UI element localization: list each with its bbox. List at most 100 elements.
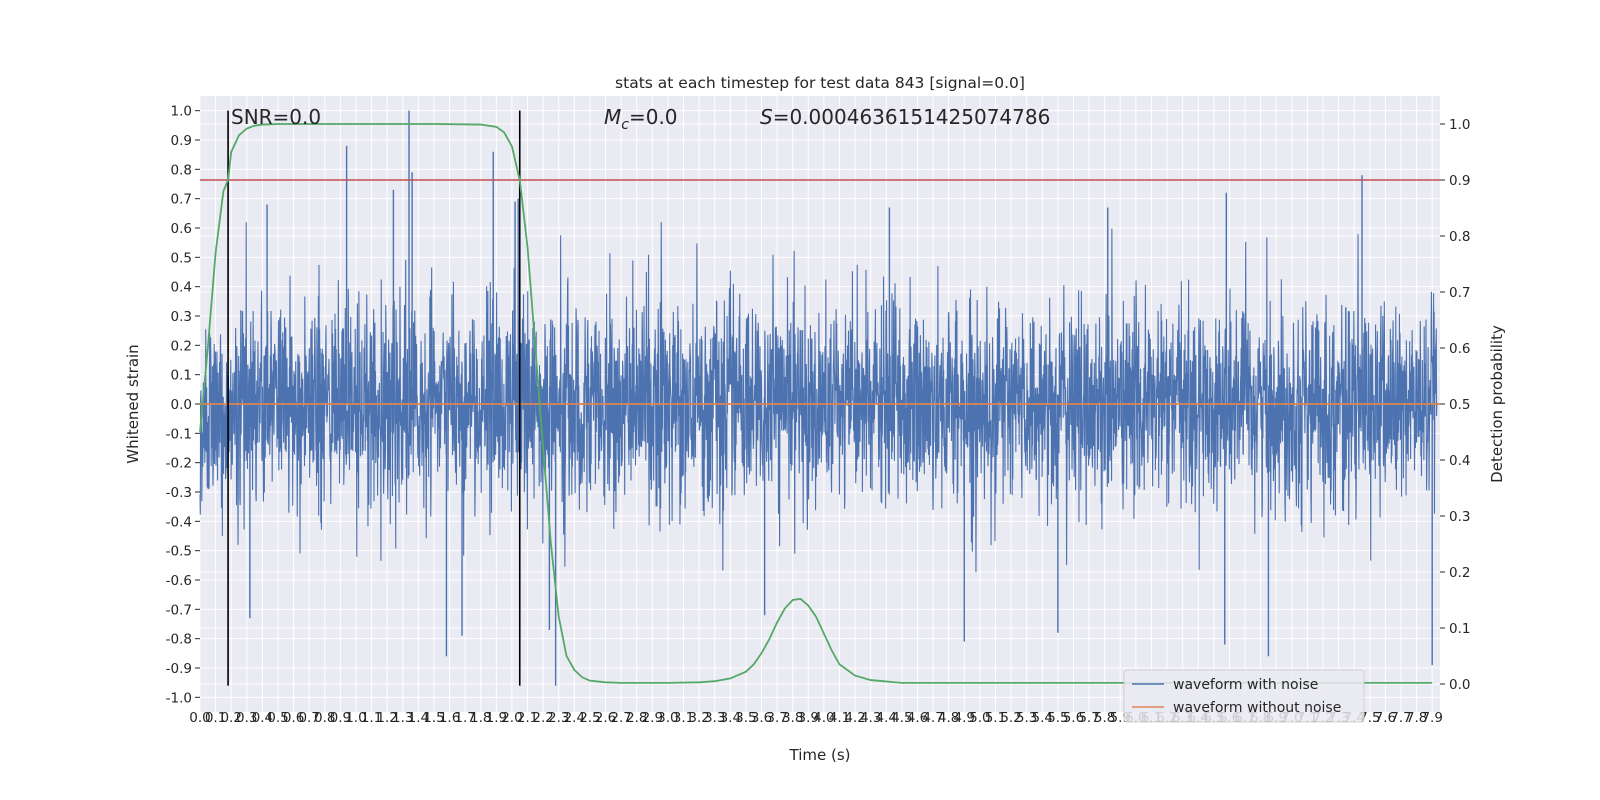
x-tick-label: 5.6 bbox=[1063, 710, 1084, 726]
y2-tick-label: 0.2 bbox=[1449, 565, 1470, 581]
x-tick-label: 1.9 bbox=[486, 710, 507, 726]
y-tick-label: 0.2 bbox=[171, 338, 192, 354]
reference-lines bbox=[200, 110, 1440, 686]
waveform-with-noise-line bbox=[199, 222, 1438, 573]
x-tick-label: 3.3 bbox=[704, 710, 725, 726]
chirp-mass-value: =0.0 bbox=[629, 105, 678, 129]
x-tick-label: 2.3 bbox=[548, 710, 569, 726]
y-tick-label: -0.2 bbox=[166, 456, 192, 472]
y-tick-label: -0.6 bbox=[166, 573, 192, 589]
y-tick-label: 0.0 bbox=[171, 397, 192, 413]
x-tick-label: 5.4 bbox=[1032, 710, 1053, 726]
series-detection-probability bbox=[199, 123, 1433, 684]
y-axis-label: Whitened strain bbox=[124, 344, 142, 463]
y-tick-labels: -1.0 -0.9 -0.8 -0.7 -0.6 -0.5 -0.4 -0.3 -0.2 -0.1… bbox=[166, 104, 200, 706]
y-tick-label: 0.4 bbox=[171, 280, 192, 296]
y-tick-label: 0.3 bbox=[171, 309, 192, 325]
chirp-mass-annotation: Mc=0.0 bbox=[604, 105, 678, 133]
legend-label-with-noise: waveform with noise bbox=[1173, 677, 1318, 693]
y2-tick-label: 0.6 bbox=[1449, 341, 1470, 357]
x-tick-label: 1.3 bbox=[392, 710, 413, 726]
x-tick-label: 5.7 bbox=[1078, 710, 1099, 726]
x-tick-label: 0.8 bbox=[314, 710, 335, 726]
x-tick-label: 2.4 bbox=[564, 710, 585, 726]
x-tick-label: 7.8 bbox=[1406, 710, 1427, 726]
x-tick-label: 0.1 bbox=[205, 710, 226, 726]
x-tick-label: 0.9 bbox=[330, 710, 351, 726]
y-tick-label: -0.1 bbox=[166, 426, 192, 442]
x-tick-label: 1.0 bbox=[345, 710, 366, 726]
x-axis-label: Time (s) bbox=[789, 746, 851, 764]
y2-tick-label: 0.9 bbox=[1449, 173, 1470, 189]
x-tick-label: 4.7 bbox=[922, 710, 943, 726]
x-tick-label: 1.1 bbox=[361, 710, 382, 726]
legend: waveform with noise waveform without noi… bbox=[1123, 669, 1365, 723]
x-tick-label: 2.7 bbox=[610, 710, 631, 726]
y-tick-label: -0.5 bbox=[166, 544, 192, 560]
s-annotation: S=0.0004636151425074786 bbox=[760, 105, 1050, 129]
x-tick-label: 4.2 bbox=[844, 710, 865, 726]
y-tick-label: -0.8 bbox=[166, 632, 192, 648]
x-tick-label: 0.2 bbox=[220, 710, 241, 726]
x-tick-label: 5.0 bbox=[969, 710, 990, 726]
x-tick-label: 2.0 bbox=[501, 710, 522, 726]
x-tick-label: 0.6 bbox=[283, 710, 304, 726]
x-tick-label: 2.2 bbox=[532, 710, 553, 726]
x-tick-label: 4.3 bbox=[860, 710, 881, 726]
chirp-mass-subscript: c bbox=[621, 117, 629, 133]
y-tick-label: 0.6 bbox=[171, 221, 192, 237]
x-tick-label: 3.0 bbox=[657, 710, 678, 726]
x-tick-label: 1.7 bbox=[454, 710, 475, 726]
chirp-mass-symbol: M bbox=[604, 105, 621, 129]
y2-tick-labels: 0.0 0.1 0.2 0.3 0.4 0.5 0.6 0.7 0.8 0.9 1.0 bbox=[1440, 117, 1470, 693]
y-tick-label: 0.9 bbox=[171, 133, 192, 149]
x-tick-label: 2.9 bbox=[642, 710, 663, 726]
x-tick-label: 4.4 bbox=[876, 710, 897, 726]
y2-tick-label: 0.3 bbox=[1449, 509, 1470, 525]
y-tick-label: 0.5 bbox=[171, 250, 192, 266]
y2-tick-label: 0.0 bbox=[1449, 677, 1470, 693]
x-tick-label: 1.2 bbox=[376, 710, 397, 726]
y-tick-label: -0.7 bbox=[166, 602, 192, 618]
y-tick-label: 0.8 bbox=[171, 162, 192, 178]
x-tick-label: 7.6 bbox=[1375, 710, 1396, 726]
x-tick-label: 2.1 bbox=[517, 710, 538, 726]
x-tick-label: 4.5 bbox=[891, 710, 912, 726]
y-tick-label: 0.7 bbox=[171, 192, 192, 208]
x-tick-label: 4.6 bbox=[907, 710, 928, 726]
legend-label-without-noise: waveform without noise bbox=[1173, 700, 1341, 716]
x-tick-label: 1.4 bbox=[408, 710, 429, 726]
s-symbol: S bbox=[760, 105, 773, 129]
x-tick-label: 3.8 bbox=[782, 710, 803, 726]
x-tick-label: 5.8 bbox=[1094, 710, 1115, 726]
x-tick-label: 5.2 bbox=[1000, 710, 1021, 726]
x-tick-label: 3.6 bbox=[751, 710, 772, 726]
x-tick-label: 2.8 bbox=[626, 710, 647, 726]
y-tick-label: -0.4 bbox=[166, 514, 192, 530]
y-tick-label: 0.1 bbox=[171, 368, 192, 384]
x-tick-label: 0.7 bbox=[298, 710, 319, 726]
detection-probability-line bbox=[199, 123, 1433, 684]
x-tick-label: 3.5 bbox=[735, 710, 756, 726]
x-tick-label: 0.4 bbox=[252, 710, 273, 726]
y-tick-label: -0.9 bbox=[166, 661, 192, 677]
x-tick-label: 7.7 bbox=[1390, 710, 1411, 726]
x-tick-label: 1.8 bbox=[470, 710, 491, 726]
y2-tick-label: 0.7 bbox=[1449, 285, 1470, 301]
y2-tick-label: 0.8 bbox=[1449, 229, 1470, 245]
y2-axis-label: Detection probability bbox=[1488, 325, 1506, 483]
x-tick-label: 0.3 bbox=[236, 710, 257, 726]
y2-tick-label: 1.0 bbox=[1449, 117, 1470, 133]
x-tick-label: 3.4 bbox=[720, 710, 741, 726]
x-tick-label: 5.3 bbox=[1016, 710, 1037, 726]
legend-box bbox=[1123, 669, 1365, 723]
x-tick-label: 7.9 bbox=[1421, 710, 1442, 726]
x-tick-label: 2.5 bbox=[579, 710, 600, 726]
y-tick-label: -1.0 bbox=[166, 690, 192, 706]
y2-tick-label: 0.5 bbox=[1449, 397, 1470, 413]
x-tick-label: 4.1 bbox=[829, 710, 850, 726]
y2-tick-label: 0.1 bbox=[1449, 621, 1470, 637]
x-tick-label: 3.7 bbox=[766, 710, 787, 726]
y-tick-label: -0.3 bbox=[166, 485, 192, 501]
